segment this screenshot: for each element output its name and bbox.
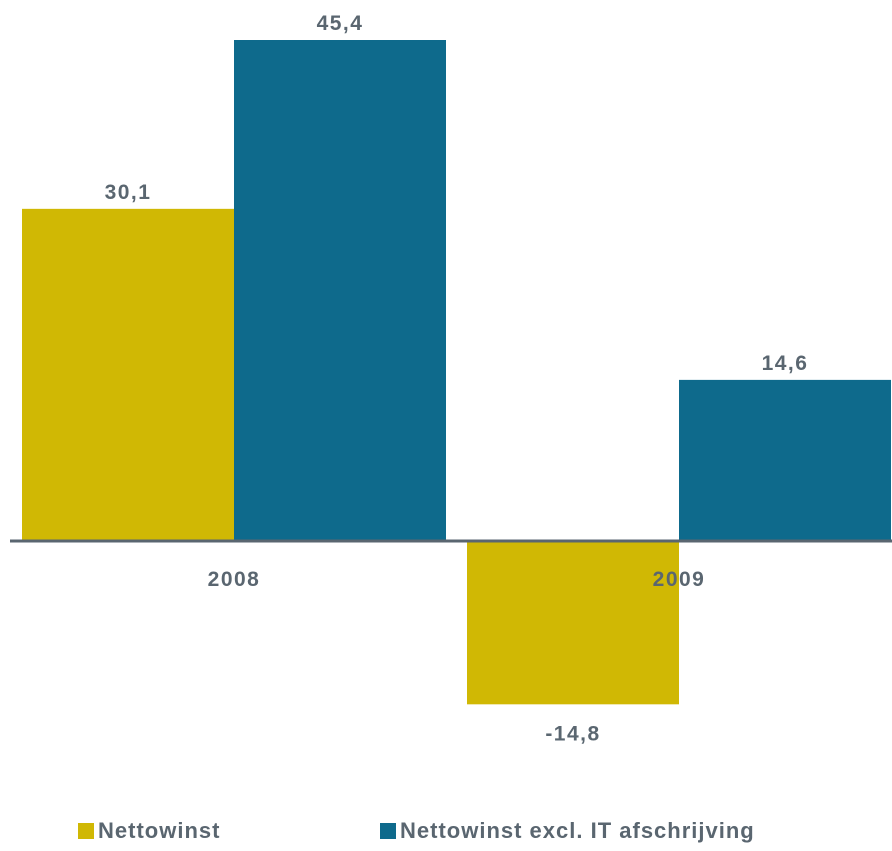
data-label-2009-series-0: -14,8 xyxy=(545,722,600,745)
legend-item-nettowinst-excl-it: Nettowinst excl. IT afschrijving xyxy=(380,818,755,844)
data-label-2008-series-1: 45,4 xyxy=(317,12,364,35)
legend-label-nettowinst: Nettowinst xyxy=(98,818,221,843)
bar-2008-series-1 xyxy=(234,40,446,541)
bar-chart: 30,1 45,4 2008 -14,8 14,6 2009 xyxy=(10,12,892,745)
labels-group: 30,1 45,4 2008 -14,8 14,6 2009 xyxy=(105,12,809,745)
legend-swatch-nettowinst-excl-it xyxy=(380,823,396,839)
bar-2009-series-1 xyxy=(679,379,891,541)
legend-swatch-nettowinst xyxy=(78,823,94,839)
bars-group xyxy=(22,40,891,705)
legend-label-nettowinst-excl-it: Nettowinst excl. IT afschrijving xyxy=(400,818,755,843)
data-label-2009-series-1: 14,6 xyxy=(762,352,809,375)
legend: Nettowinst Nettowinst excl. IT afschrijv… xyxy=(0,818,892,850)
category-label-2008: 2008 xyxy=(208,568,261,591)
bar-2008-series-0 xyxy=(22,208,234,541)
legend-item-nettowinst: Nettowinst xyxy=(78,818,220,844)
category-label-2009: 2009 xyxy=(653,568,706,591)
data-label-2008-series-0: 30,1 xyxy=(105,181,152,204)
bar-2009-series-0 xyxy=(467,541,679,705)
